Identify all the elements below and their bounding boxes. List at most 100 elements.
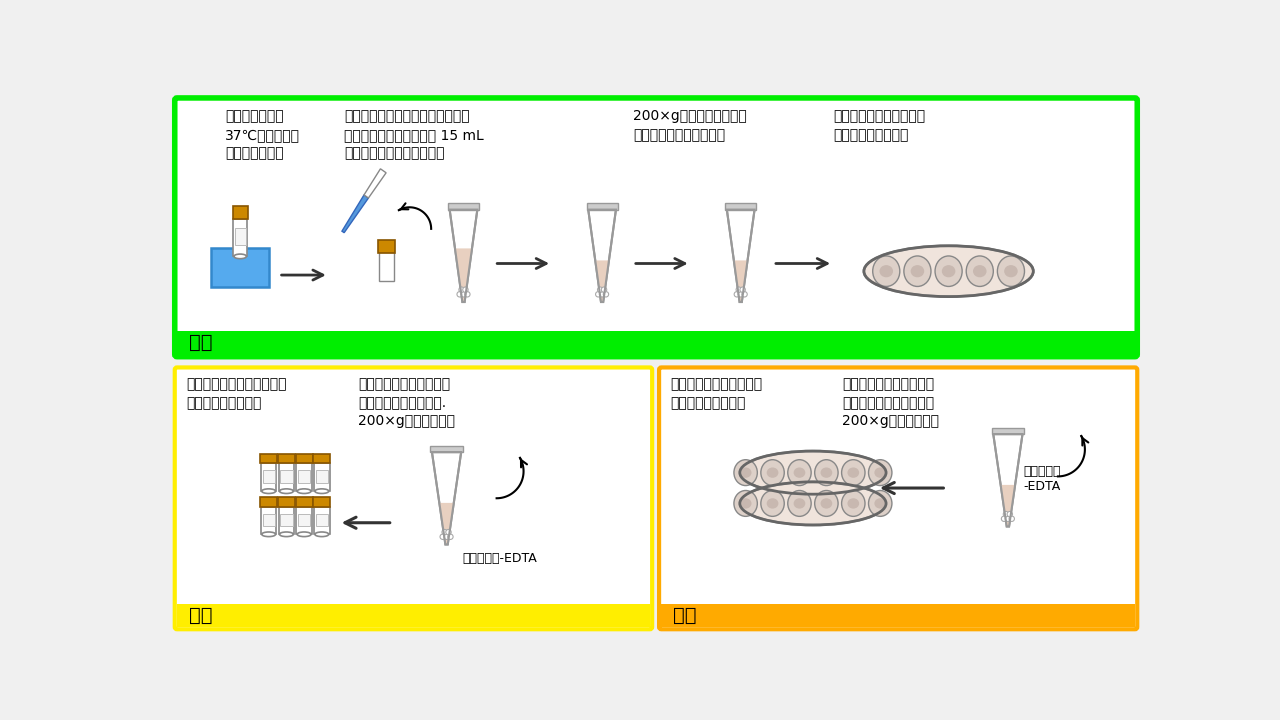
Bar [262, 470, 275, 483]
Ellipse shape [904, 256, 931, 287]
Circle shape [602, 287, 607, 292]
Polygon shape [993, 434, 1023, 526]
Text: 細胞を培地で再懸濁し、
培養容器に播種する: 細胞を培地で再懸濁し、 培養容器に播種する [671, 377, 763, 410]
Ellipse shape [733, 459, 758, 485]
Bar [177, 331, 1135, 354]
Ellipse shape [740, 498, 751, 508]
Circle shape [603, 292, 609, 297]
Bar [378, 240, 396, 253]
Text: 等量の完全培地を加え、
トリプシンを中和する.
200×gで３分間遠心: 等量の完全培地を加え、 トリプシンを中和する. 200×gで３分間遠心 [358, 377, 454, 428]
Text: 凍結保存培地を使用して、
細胞を凍結保存する: 凍結保存培地を使用して、 細胞を凍結保存する [187, 377, 287, 410]
Text: 継代: 継代 [673, 606, 696, 625]
Text: 凍結バイアルを
37℃のウオータ
ーバスに入れる: 凍結バイアルを 37℃のウオータ ーバスに入れる [225, 109, 300, 161]
Text: 凍結: 凍結 [188, 606, 212, 625]
Bar [316, 470, 328, 483]
Circle shape [457, 292, 462, 297]
Polygon shape [439, 503, 454, 544]
Text: トリプシン-EDTA: トリプシン-EDTA [462, 552, 536, 565]
Ellipse shape [1005, 265, 1018, 277]
Ellipse shape [315, 532, 329, 536]
Circle shape [740, 287, 745, 292]
Bar [278, 454, 294, 464]
Circle shape [599, 292, 604, 297]
Ellipse shape [234, 254, 247, 258]
Ellipse shape [279, 532, 293, 536]
Ellipse shape [262, 532, 275, 536]
Circle shape [1009, 516, 1015, 521]
Ellipse shape [740, 482, 886, 525]
Polygon shape [364, 168, 387, 198]
Ellipse shape [910, 265, 924, 277]
Ellipse shape [864, 246, 1033, 297]
Bar [297, 507, 312, 534]
Ellipse shape [760, 490, 785, 516]
Ellipse shape [966, 256, 993, 287]
Ellipse shape [936, 256, 963, 287]
Bar [177, 604, 650, 627]
Ellipse shape [814, 459, 838, 485]
Circle shape [595, 292, 600, 297]
Bar [726, 204, 756, 210]
Bar [280, 470, 293, 483]
Ellipse shape [997, 256, 1024, 287]
Bar [662, 604, 1135, 627]
Ellipse shape [973, 265, 987, 277]
FancyBboxPatch shape [659, 367, 1137, 629]
Circle shape [460, 287, 465, 292]
Bar [278, 498, 294, 507]
Polygon shape [342, 195, 369, 233]
Bar [260, 498, 278, 507]
Text: バイアルの中身を、あらかじめ温
めておいた培地と一緒に 15 mL
のコニカルチューブに移す: バイアルの中身を、あらかじめ温 めておいた培地と一緒に 15 mL のコニカルチ… [344, 109, 484, 161]
Bar [279, 507, 294, 534]
Circle shape [448, 534, 453, 539]
Bar [430, 446, 463, 452]
Ellipse shape [847, 467, 859, 478]
Ellipse shape [787, 459, 812, 485]
Circle shape [739, 292, 744, 297]
Bar [314, 507, 329, 534]
Ellipse shape [874, 467, 886, 478]
Polygon shape [431, 452, 461, 544]
Text: 等量の完全培地を加え、
トリプシンを中和する．
200×gで３分間遠心: 等量の完全培地を加え、 トリプシンを中和する． 200×gで３分間遠心 [842, 377, 940, 428]
Bar [211, 248, 269, 287]
Bar [261, 507, 276, 534]
Text: 200×gで３分間遠心し、
細胞をペレット状にする: 200×gで３分間遠心し、 細胞をペレット状にする [632, 109, 746, 142]
Text: 解凍: 解凍 [188, 333, 212, 352]
Ellipse shape [842, 459, 865, 485]
Ellipse shape [794, 467, 805, 478]
Ellipse shape [869, 490, 892, 516]
Bar [296, 498, 312, 507]
Bar [298, 470, 310, 483]
Ellipse shape [740, 451, 886, 494]
Circle shape [1005, 516, 1011, 521]
Circle shape [442, 529, 447, 535]
Circle shape [736, 287, 741, 292]
Ellipse shape [767, 467, 778, 478]
Bar [233, 207, 248, 219]
Bar [298, 513, 310, 526]
Bar [262, 513, 275, 526]
Bar [586, 204, 617, 210]
Ellipse shape [262, 489, 275, 493]
Bar [314, 464, 329, 491]
Bar [448, 204, 479, 210]
Circle shape [444, 534, 449, 539]
Circle shape [1001, 516, 1007, 521]
Text: 細胞を培地で再懸濁し、
培養容器に播種する: 細胞を培地で再懸濁し、 培養容器に播種する [833, 109, 925, 142]
Ellipse shape [315, 489, 329, 493]
Ellipse shape [873, 256, 900, 287]
Polygon shape [733, 261, 748, 301]
Bar [314, 498, 330, 507]
Bar [992, 428, 1024, 434]
Ellipse shape [869, 459, 892, 485]
Bar [297, 464, 312, 491]
Ellipse shape [820, 498, 832, 508]
Ellipse shape [942, 265, 955, 277]
Polygon shape [595, 261, 609, 301]
Polygon shape [449, 210, 477, 302]
Bar [260, 454, 278, 464]
Polygon shape [1001, 485, 1015, 526]
Text: トリプシン
-EDTA: トリプシン -EDTA [1023, 465, 1061, 493]
Bar [233, 219, 247, 256]
Polygon shape [727, 210, 755, 302]
